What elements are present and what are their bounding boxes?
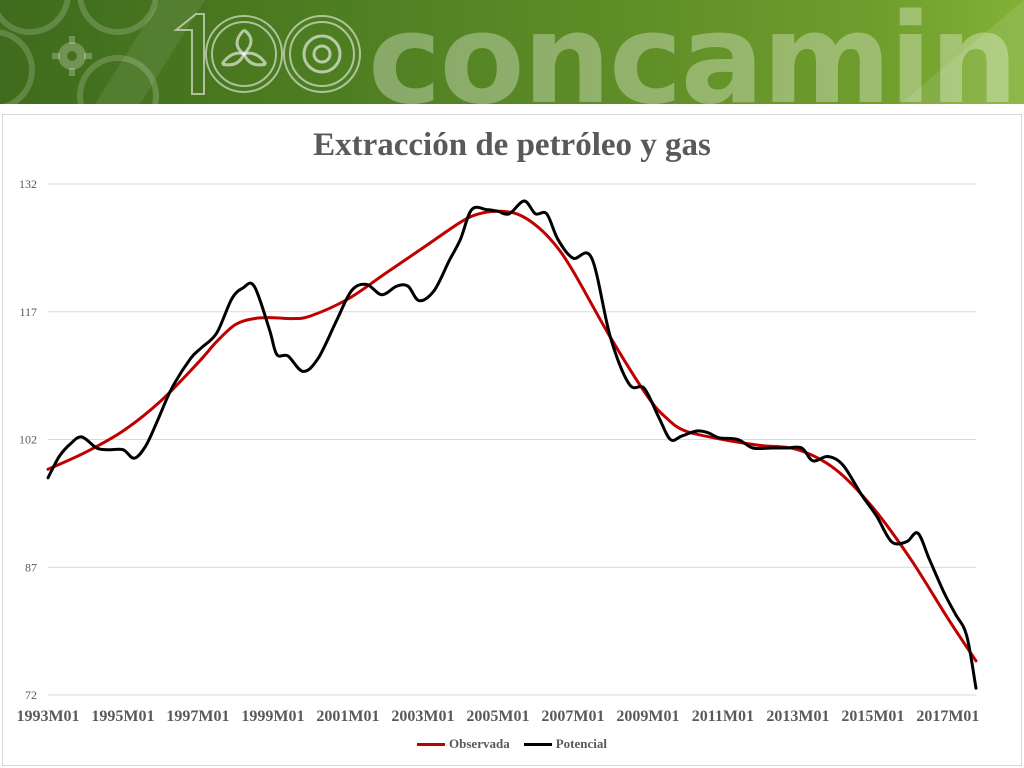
- x-tick-label: 2013M01: [766, 708, 829, 725]
- x-axis-ticks: 1993M01 1995M01 1997M01 1999M01 2001M01 2003M…: [16, 708, 979, 725]
- series-line-observada: [46, 209, 978, 663]
- legend: Observada Potencial: [0, 736, 1024, 752]
- logo-emblem-icon: [220, 28, 268, 67]
- x-tick-label: 2003M01: [391, 708, 454, 725]
- legend-swatch-potencial: [523, 742, 552, 746]
- y-tick-label: 72: [25, 688, 37, 702]
- logo-gear-icon: [302, 34, 342, 74]
- x-tick-label: 1999M01: [241, 708, 304, 725]
- y-tick-label: 132: [19, 177, 37, 191]
- x-tick-label: 2005M01: [466, 708, 529, 725]
- y-axis-ticks: 132 117 102 87 72: [19, 177, 37, 702]
- chart-title: Extracción de petróleo y gas: [313, 127, 711, 163]
- x-tick-label: 2007M01: [541, 708, 604, 725]
- x-tick-label: 1997M01: [166, 708, 229, 725]
- header-banner: concamin: [0, 0, 1024, 104]
- x-tick-label: 2015M01: [841, 708, 904, 725]
- y-tick-label: 87: [25, 560, 37, 574]
- y-tick-label: 102: [19, 433, 37, 447]
- y-tick-label: 117: [19, 305, 37, 319]
- gear-icon: [52, 36, 92, 76]
- x-tick-label: 2001M01: [316, 708, 379, 725]
- series-lines: [46, 199, 978, 690]
- gridlines: [48, 183, 976, 696]
- banner-decoration: [0, 0, 1024, 104]
- legend-label-observada: Observada: [449, 736, 510, 751]
- legend-item-potencial: Potencial: [523, 736, 607, 752]
- x-tick-label: 1993M01: [16, 708, 79, 725]
- banner-wordmark: concamin: [368, 0, 1018, 104]
- logo-100: [173, 13, 361, 95]
- x-tick-label: 2017M01: [916, 708, 979, 725]
- legend-item-observada: Observada: [417, 736, 510, 752]
- series-line-potencial: [46, 199, 978, 690]
- legend-swatch-observada: [417, 742, 446, 746]
- x-tick-label: 2009M01: [616, 708, 679, 725]
- legend-label-potencial: Potencial: [555, 736, 607, 751]
- x-tick-label: 1995M01: [91, 708, 154, 725]
- x-tick-label: 2011M01: [692, 708, 754, 725]
